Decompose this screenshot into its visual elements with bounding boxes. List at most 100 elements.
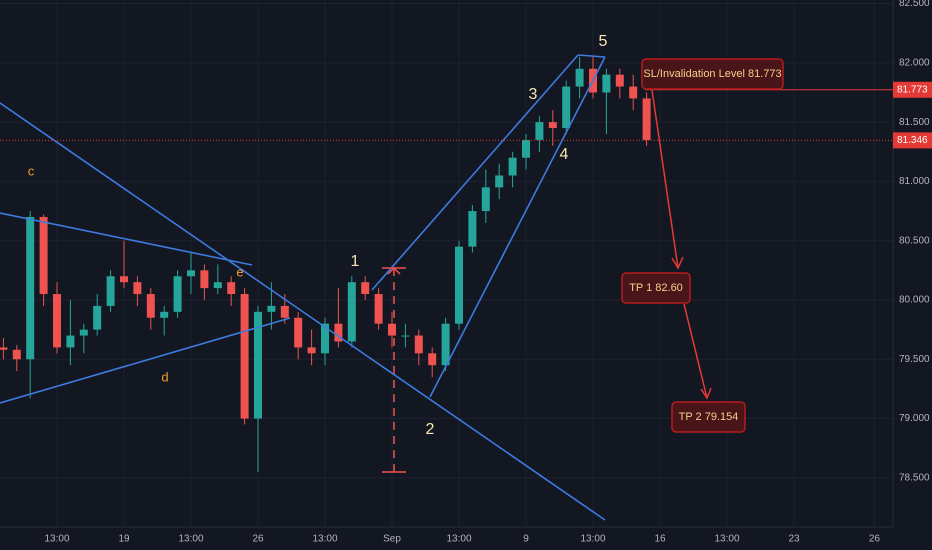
channel-line bbox=[577, 54, 606, 58]
measure bbox=[382, 266, 406, 473]
candle-body bbox=[495, 175, 504, 188]
x-tick-label: Sep bbox=[383, 534, 401, 545]
wave-label: 4 bbox=[560, 146, 569, 163]
candle-body bbox=[227, 282, 236, 295]
wave-label: 3 bbox=[529, 86, 538, 103]
candle-body bbox=[106, 276, 115, 306]
callout-label: TP 1 82.60 bbox=[629, 282, 683, 294]
candle-body bbox=[240, 294, 249, 419]
candle-body bbox=[455, 246, 463, 324]
candle-body bbox=[160, 311, 169, 318]
candle-body bbox=[414, 335, 423, 354]
candle-body bbox=[213, 282, 222, 289]
y-tick-label: 80.500 bbox=[899, 235, 930, 246]
wave-label: 1 bbox=[351, 253, 360, 270]
x-tick-label: 26 bbox=[252, 534, 264, 545]
x-tick-label: 23 bbox=[788, 534, 800, 545]
y-tick-label: 81.000 bbox=[899, 176, 930, 187]
price-badge bbox=[893, 132, 932, 149]
candle-body bbox=[388, 323, 396, 336]
candle-body bbox=[334, 323, 343, 342]
x-tick-label: 13:00 bbox=[580, 534, 605, 545]
candle-body bbox=[522, 139, 530, 158]
price-badge bbox=[893, 81, 932, 98]
candle-body bbox=[280, 305, 289, 318]
y-tick-label: 82.000 bbox=[899, 57, 930, 68]
wave-label: 2 bbox=[426, 421, 435, 438]
x-tick-label: 26 bbox=[869, 534, 881, 545]
measure-arrow bbox=[387, 266, 401, 275]
candle-body bbox=[133, 282, 142, 295]
trend-line bbox=[0, 212, 253, 266]
candle-body bbox=[508, 157, 517, 176]
candle-body bbox=[562, 86, 571, 129]
candle-body bbox=[361, 282, 370, 295]
candle-body bbox=[548, 122, 557, 129]
arrow bbox=[683, 303, 708, 399]
candle-body bbox=[642, 98, 651, 140]
wave-label: d bbox=[161, 369, 168, 384]
x-tick-label: 13:00 bbox=[714, 534, 739, 545]
y-tick-label: 82.500 bbox=[899, 0, 930, 9]
callout-box bbox=[641, 58, 784, 90]
candle-body bbox=[575, 68, 584, 87]
y-tick-label: 79.000 bbox=[899, 413, 930, 424]
wave-label: 5 bbox=[599, 33, 608, 50]
candle-body bbox=[468, 211, 477, 247]
trend-line bbox=[0, 317, 291, 404]
candle-body bbox=[39, 216, 48, 295]
x-tick-label: 13:00 bbox=[44, 534, 69, 545]
candles bbox=[0, 56, 651, 472]
candle-body bbox=[535, 122, 544, 140]
candle-body bbox=[615, 74, 624, 87]
candle-body bbox=[441, 323, 450, 366]
candle-body bbox=[374, 294, 383, 324]
candle-body bbox=[307, 347, 316, 354]
arrow bbox=[651, 89, 679, 269]
y-tick-label: 80.000 bbox=[899, 295, 930, 306]
wave-label: e bbox=[236, 264, 243, 279]
channel-line bbox=[429, 56, 606, 398]
candle-body bbox=[146, 294, 155, 318]
arrow-head bbox=[700, 387, 712, 400]
candle-body bbox=[401, 335, 410, 337]
callout-box bbox=[621, 272, 691, 304]
candle-body bbox=[0, 347, 8, 350]
candle-body bbox=[187, 270, 195, 277]
candle-body bbox=[79, 329, 88, 336]
candle-body bbox=[428, 353, 437, 366]
x-tick-label: 19 bbox=[118, 534, 130, 545]
candle-body bbox=[602, 74, 611, 93]
x-tick-label: 13:00 bbox=[446, 534, 471, 545]
x-tick-label: 13:00 bbox=[178, 534, 203, 545]
candle-body bbox=[200, 270, 209, 289]
target-arrows bbox=[651, 89, 712, 400]
y-tick-label: 79.500 bbox=[899, 354, 930, 365]
candle-body bbox=[93, 305, 102, 330]
candle-body bbox=[321, 323, 329, 354]
candle-body bbox=[53, 294, 61, 348]
price-badge-label: 81.346 bbox=[897, 135, 928, 146]
candle-body bbox=[173, 276, 182, 312]
drawings bbox=[0, 54, 606, 521]
candle-body bbox=[254, 311, 262, 419]
candle-body bbox=[120, 276, 128, 283]
callout-label: TP 2 79.154 bbox=[679, 411, 739, 423]
candle-body bbox=[12, 349, 21, 360]
x-tick-label: 13:00 bbox=[312, 534, 337, 545]
candle-body bbox=[347, 282, 356, 342]
candle-body bbox=[26, 216, 35, 360]
callout-label: SL/Invalidation Level 81.773 bbox=[643, 68, 781, 80]
channel-line bbox=[371, 54, 579, 291]
candle-body bbox=[267, 305, 276, 312]
y-tick-label: 81.500 bbox=[899, 117, 930, 128]
callout-box bbox=[671, 401, 746, 433]
candle-body bbox=[481, 187, 490, 212]
candle-body bbox=[629, 86, 638, 99]
arrow-head bbox=[671, 256, 684, 270]
grid bbox=[0, 0, 893, 527]
trend-line bbox=[0, 102, 606, 521]
x-tick-label: 9 bbox=[523, 534, 529, 545]
